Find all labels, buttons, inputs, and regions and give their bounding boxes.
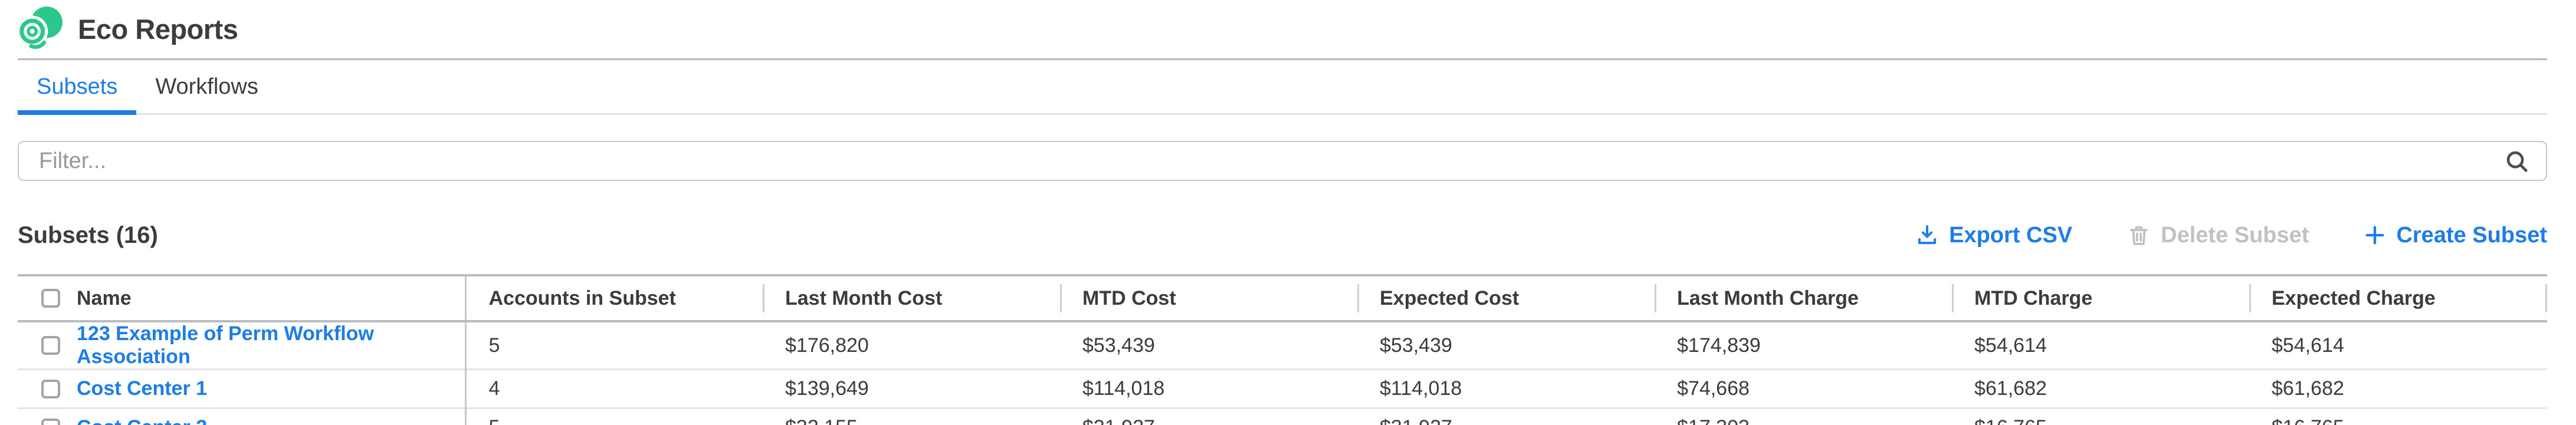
download-icon	[1915, 223, 1940, 248]
select-all-checkbox[interactable]	[41, 289, 60, 308]
eco-logo-icon	[17, 6, 65, 52]
column-header-name[interactable]: Name	[77, 275, 467, 321]
section-title: Subsets (16)	[18, 222, 158, 248]
table-header-row: Name Accounts in Subset Last Month Cost …	[18, 275, 2547, 321]
action-buttons: Export CSV Delete Subset Create Subset	[1915, 223, 2547, 248]
row-checkbox[interactable]	[41, 336, 60, 355]
cell-expected-charge: $61,682	[2272, 377, 2344, 400]
table-row: Cost Center 1 4 $139,649 $114,018 $114,0…	[18, 369, 2547, 408]
row-checkbox-cell	[18, 408, 77, 425]
delete-subset-button[interactable]: Delete Subset	[2127, 223, 2309, 248]
cell-mtd-charge: $61,682	[1974, 377, 2047, 400]
row-checkbox[interactable]	[41, 379, 60, 398]
table-row: 123 Example of Perm Workflow Association…	[18, 321, 2547, 370]
cell-expected-cost: $114,018	[1380, 377, 1462, 400]
export-csv-label: Export CSV	[1949, 222, 2073, 248]
cell-expected-cost: $53,439	[1380, 334, 1452, 357]
tab-bar: Subsets Workflows	[18, 60, 2547, 115]
subset-name-link[interactable]: Cost Center 1	[77, 377, 208, 400]
cell-mtd-cost: $31,927	[1060, 408, 1357, 425]
cell-expected-charge: $16,765	[2249, 408, 2547, 425]
search-icon	[2503, 148, 2531, 175]
column-header-expected-charge[interactable]: Expected Charge	[2249, 275, 2547, 321]
column-header-accounts[interactable]: Accounts in Subset	[488, 286, 676, 309]
cell-mtd-cost: $114,018	[1082, 377, 1165, 400]
column-header-last-month-cost[interactable]: Last Month Cost	[763, 275, 1060, 321]
cell-name: Cost Center 1	[77, 369, 467, 408]
subset-name-link[interactable]: 123 Example of Perm Workflow Association	[77, 322, 374, 368]
cell-accounts: 5	[465, 408, 763, 425]
select-all-cell	[18, 275, 77, 321]
column-header-expected-cost[interactable]: Expected Cost	[1357, 275, 1655, 321]
create-subset-label: Create Subset	[2396, 222, 2547, 248]
section-header: Subsets (16) Export CSV Delete Subset	[18, 212, 2547, 259]
tab-workflows[interactable]: Workflows	[155, 74, 258, 99]
cell-mtd-cost: $53,439	[1082, 334, 1155, 357]
cell-last-month-cost: $32,155	[763, 408, 1060, 425]
row-checkbox-cell	[18, 370, 77, 408]
trash-icon	[2127, 223, 2151, 248]
cell-last-month-cost: $176,820	[785, 334, 869, 357]
tab-subsets[interactable]: Subsets	[18, 60, 137, 115]
column-header-last-month-charge[interactable]: Last Month Charge	[1655, 275, 1952, 321]
column-header-mtd-charge[interactable]: MTD Charge	[1952, 275, 2249, 321]
cell-mtd-charge: $16,765	[1952, 408, 2249, 425]
cell-expected-cost: $31,927	[1357, 408, 1655, 425]
delete-subset-label: Delete Subset	[2161, 222, 2309, 248]
cell-accounts: 5	[488, 334, 500, 357]
app-header: Eco Reports	[0, 0, 2576, 58]
export-csv-button[interactable]: Export CSV	[1915, 223, 2072, 248]
cell-name: 123 Example of Perm Workflow Association	[77, 321, 467, 370]
table-row: Cost Center 2 5 $32,155 $31,927 $31,927 …	[18, 408, 2547, 425]
cell-mtd-charge: $54,614	[1974, 334, 2047, 357]
subsets-table: Name Accounts in Subset Last Month Cost …	[18, 274, 2547, 425]
create-subset-button[interactable]: Create Subset	[2363, 223, 2547, 248]
cell-last-month-charge: $17,303	[1655, 408, 1952, 425]
row-checkbox[interactable]	[41, 418, 60, 425]
cell-name: Cost Center 2	[77, 408, 467, 425]
plus-icon	[2363, 223, 2387, 247]
filter-container	[18, 141, 2547, 181]
filter-input[interactable]	[18, 141, 2547, 181]
cell-last-month-cost: $139,649	[785, 377, 869, 400]
row-checkbox-cell	[18, 321, 77, 370]
subset-name-link[interactable]: Cost Center 2	[77, 416, 207, 425]
header-divider	[18, 58, 2547, 60]
cell-last-month-charge: $74,668	[1677, 377, 1750, 400]
page-title: Eco Reports	[78, 14, 238, 45]
column-header-mtd-cost[interactable]: MTD Cost	[1060, 275, 1357, 321]
cell-accounts: 4	[488, 377, 500, 400]
cell-last-month-charge: $174,839	[1677, 334, 1761, 357]
cell-expected-charge: $54,614	[2272, 334, 2344, 357]
